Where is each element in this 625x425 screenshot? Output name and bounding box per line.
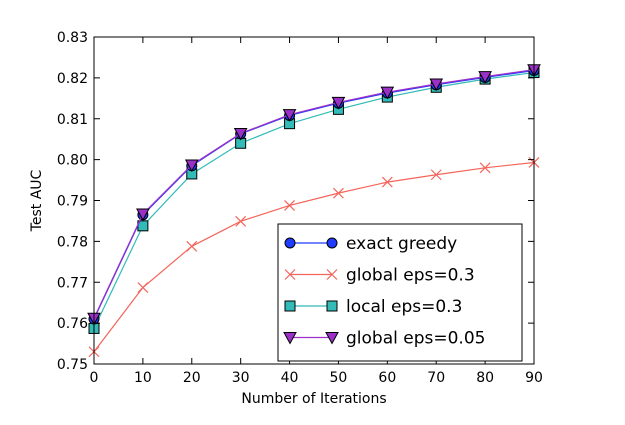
- y-tick-label: 0.78: [57, 234, 88, 250]
- series-1-point: [479, 162, 491, 174]
- legend-marker-0: [326, 237, 338, 249]
- y-tick-label: 0.77: [57, 275, 88, 291]
- x-tick-label: 20: [183, 370, 201, 386]
- series-3-point: [184, 159, 199, 172]
- series-3-point: [478, 71, 492, 84]
- legend-label-1: global eps=0.3: [346, 266, 475, 286]
- series-3-point: [331, 96, 346, 110]
- y-axis-label: Test AUC: [29, 169, 45, 232]
- series-1-point: [430, 169, 442, 181]
- legend-marker-2: [284, 300, 296, 312]
- series-3-point: [233, 127, 248, 141]
- x-tick-label: 10: [134, 370, 152, 386]
- y-tick-label: 0.83: [57, 30, 88, 46]
- axis-ticks: 0 10 20 30 40 50 60 70 80 90 0.75 0.76 0.77 0.78 0.79 0…: [57, 30, 543, 386]
- legend-label-2: local eps=0.3: [346, 297, 462, 317]
- y-tick-label: 0.81: [57, 112, 88, 128]
- x-tick-label: 40: [281, 370, 299, 386]
- series-1-point: [137, 282, 149, 293]
- series-1-point: [333, 187, 344, 199]
- y-tick-label: 0.75: [57, 357, 88, 373]
- y-tick-label: 0.82: [57, 71, 88, 87]
- legend-marker-2: [326, 300, 338, 312]
- legend-label-0: exact greedy: [346, 234, 457, 254]
- series-3-point: [380, 86, 395, 100]
- y-tick-label: 0.76: [57, 316, 88, 332]
- legend-marker-0: [284, 237, 296, 249]
- series-3-point: [429, 78, 444, 92]
- series-3-point: [282, 109, 297, 122]
- series-line-3: [93, 69, 535, 319]
- x-tick-label: 90: [525, 370, 543, 386]
- legend-label-3: global eps=0.05: [346, 329, 485, 349]
- x-tick-label: 70: [427, 370, 445, 386]
- x-tick-label: 80: [476, 370, 494, 386]
- legend-marker-3: [325, 332, 339, 345]
- legend-marker-3: [283, 332, 297, 345]
- y-tick-label: 0.79: [57, 194, 88, 210]
- legend-marker-1: [284, 269, 296, 280]
- series-3-point: [136, 208, 150, 222]
- y-tick-label: 0.80: [57, 153, 88, 169]
- series-1-point: [381, 176, 393, 188]
- series-1-point: [284, 199, 295, 211]
- x-tick-label: 60: [378, 370, 396, 386]
- series-line-1: [93, 161, 535, 353]
- chart-marks: [87, 64, 541, 358]
- x-tick-label: 50: [330, 370, 348, 386]
- legend-marker-1: [326, 269, 338, 280]
- legend-box: [277, 223, 523, 362]
- series-1-point: [186, 240, 198, 252]
- x-axis-label: Number of Iterations: [241, 391, 386, 407]
- series-line-2: [93, 71, 535, 329]
- x-tick-label: 0: [90, 370, 99, 386]
- series-1-point: [235, 215, 247, 227]
- x-tick-label: 30: [232, 370, 250, 386]
- legend: exact greedy global eps=0.3 local eps=0.3 g…: [277, 223, 523, 362]
